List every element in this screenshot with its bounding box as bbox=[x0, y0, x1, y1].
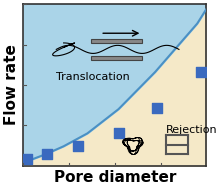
Point bbox=[117, 132, 120, 135]
Point bbox=[199, 70, 203, 74]
X-axis label: Pore diameter: Pore diameter bbox=[54, 170, 176, 185]
Point bbox=[76, 145, 80, 148]
FancyBboxPatch shape bbox=[91, 56, 142, 60]
Point bbox=[155, 106, 159, 109]
Point bbox=[25, 158, 29, 161]
Text: Translocation: Translocation bbox=[56, 72, 130, 82]
Point bbox=[45, 153, 49, 156]
FancyBboxPatch shape bbox=[91, 39, 142, 43]
Text: Rejection: Rejection bbox=[166, 125, 218, 135]
Y-axis label: Flow rate: Flow rate bbox=[4, 44, 19, 125]
